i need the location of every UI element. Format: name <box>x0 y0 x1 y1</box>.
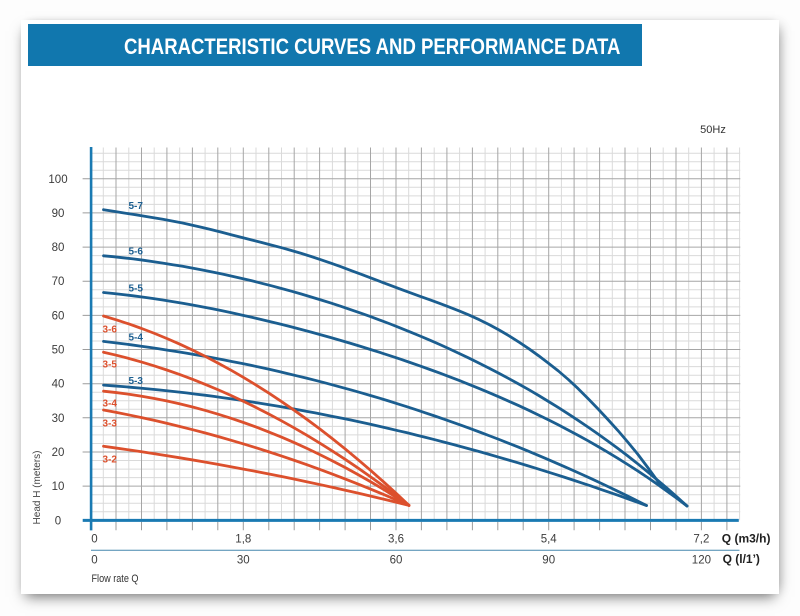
svg-text:0: 0 <box>55 515 61 527</box>
svg-text:Head H (meters): Head H (meters) <box>32 451 43 525</box>
svg-text:30: 30 <box>237 554 250 566</box>
svg-text:90: 90 <box>542 554 555 566</box>
svg-text:1,8: 1,8 <box>235 533 251 545</box>
svg-text:50: 50 <box>52 345 65 357</box>
svg-text:3-5: 3-5 <box>102 360 117 371</box>
svg-text:5-4: 5-4 <box>128 332 143 343</box>
svg-text:5-7: 5-7 <box>128 201 143 212</box>
svg-text:120: 120 <box>692 554 711 566</box>
svg-text:Q (l/1’): Q (l/1’) <box>723 552 760 566</box>
svg-text:5,4: 5,4 <box>541 533 558 545</box>
svg-text:20: 20 <box>52 447 65 459</box>
svg-text:3-2: 3-2 <box>102 455 117 466</box>
svg-text:7,2: 7,2 <box>693 533 709 545</box>
svg-text:30: 30 <box>52 413 65 425</box>
svg-text:40: 40 <box>52 379 65 391</box>
svg-text:60: 60 <box>390 554 403 566</box>
svg-text:10: 10 <box>52 481 65 493</box>
svg-text:Q (m3/h): Q (m3/h) <box>722 531 771 545</box>
svg-text:Flow rate Q: Flow rate Q <box>92 573 139 585</box>
svg-text:3-6: 3-6 <box>102 325 117 336</box>
svg-text:5-3: 5-3 <box>128 376 143 387</box>
svg-text:0: 0 <box>91 554 97 566</box>
svg-text:5-5: 5-5 <box>128 283 143 294</box>
svg-text:0: 0 <box>91 533 97 545</box>
svg-text:60: 60 <box>52 310 65 322</box>
svg-text:70: 70 <box>52 276 65 288</box>
svg-text:50Hz: 50Hz <box>700 124 726 136</box>
svg-text:100: 100 <box>48 174 67 186</box>
svg-text:80: 80 <box>52 242 65 254</box>
svg-text:3-4: 3-4 <box>102 399 117 410</box>
svg-text:3,6: 3,6 <box>388 533 404 545</box>
svg-text:3-3: 3-3 <box>102 418 117 429</box>
svg-text:90: 90 <box>52 208 65 220</box>
svg-text:5-6: 5-6 <box>128 247 143 258</box>
